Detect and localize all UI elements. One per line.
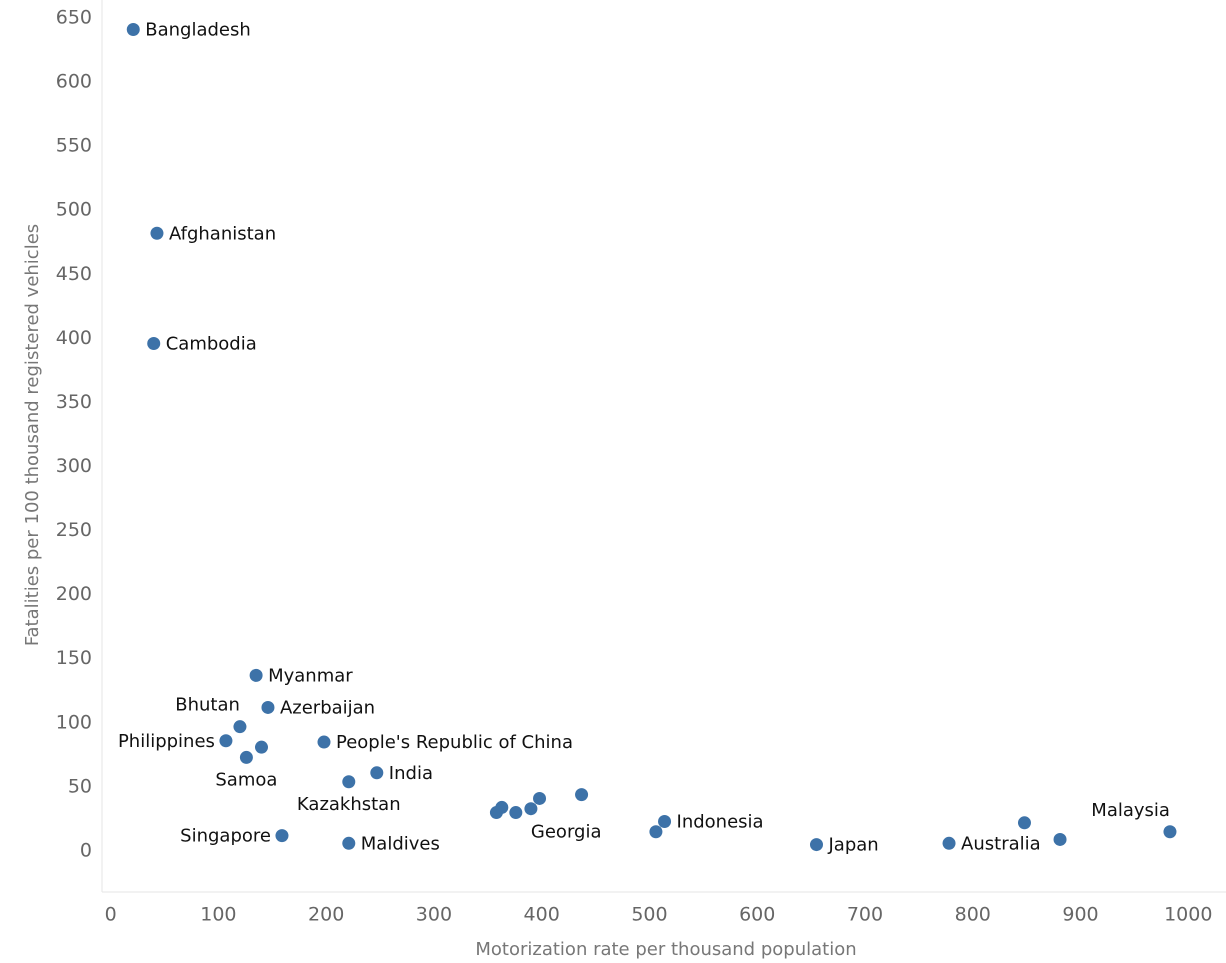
point <box>370 766 384 780</box>
y-tick-label: 300 <box>56 455 92 477</box>
point-label: Bangladesh <box>145 19 251 40</box>
point <box>942 836 956 850</box>
point <box>1017 816 1031 830</box>
point <box>147 336 161 350</box>
y-tick-label: 50 <box>68 775 92 797</box>
x-tick-label: 600 <box>739 904 775 926</box>
point <box>233 720 247 734</box>
x-tick-label: 1000 <box>1164 904 1212 926</box>
point <box>809 838 823 852</box>
point-label: Indonesia <box>677 812 764 833</box>
point <box>495 800 509 814</box>
point <box>1163 825 1177 839</box>
y-axis-title: Fatalities per 100 thousand registered v… <box>22 224 43 646</box>
point <box>649 825 663 839</box>
point-label: India <box>389 763 433 784</box>
y-tick-label: 200 <box>56 583 92 605</box>
y-tick-label: 400 <box>56 327 92 349</box>
x-tick-label: 100 <box>200 904 236 926</box>
y-tick-label: 650 <box>56 6 92 28</box>
point <box>126 22 140 36</box>
point <box>254 740 268 754</box>
x-tick-label: 0 <box>105 904 117 926</box>
y-tick-label: 500 <box>56 199 92 221</box>
point-label: Japan <box>827 835 878 856</box>
point <box>509 806 523 820</box>
point <box>249 668 263 682</box>
x-tick-label: 800 <box>955 904 991 926</box>
point-label: Cambodia <box>166 333 257 354</box>
point-label: Afghanistan <box>169 223 276 244</box>
point <box>342 836 356 850</box>
x-tick-label: 500 <box>631 904 667 926</box>
y-tick-label: 550 <box>56 135 92 157</box>
point <box>239 750 253 764</box>
point-label: Maldives <box>361 833 440 854</box>
y-tick-label: 0 <box>80 839 92 861</box>
y-tick-label: 250 <box>56 519 92 541</box>
y-tick-label: 150 <box>56 647 92 669</box>
x-axis-title: Motorization rate per thousand populatio… <box>475 939 856 960</box>
x-tick-label: 300 <box>416 904 452 926</box>
point <box>533 791 547 805</box>
y-tick-label: 600 <box>56 71 92 93</box>
x-tick-label: 700 <box>847 904 883 926</box>
point-label: Bhutan <box>175 695 240 716</box>
y-tick-label: 100 <box>56 711 92 733</box>
point <box>219 734 233 748</box>
point-label: Azerbaijan <box>280 697 375 718</box>
point <box>524 802 538 816</box>
point <box>317 735 331 749</box>
point-label: People's Republic of China <box>336 732 573 753</box>
point-label: Singapore <box>180 826 271 847</box>
point-label: Malaysia <box>1091 800 1170 821</box>
point <box>342 775 356 789</box>
point-label: Kazakhstan <box>297 794 401 815</box>
point <box>1053 832 1067 846</box>
point <box>658 815 672 829</box>
point-label: Philippines <box>118 731 215 752</box>
point-label: Australia <box>961 833 1041 854</box>
point <box>575 788 589 802</box>
point <box>150 226 164 240</box>
point <box>275 829 289 843</box>
y-tick-label: 450 <box>56 263 92 285</box>
x-tick-label: 400 <box>524 904 560 926</box>
x-tick-label: 900 <box>1062 904 1098 926</box>
point-label: Samoa <box>215 769 277 790</box>
point-label: Myanmar <box>268 665 353 686</box>
point <box>261 700 275 714</box>
y-tick-label: 350 <box>56 391 92 413</box>
x-tick-label: 200 <box>308 904 344 926</box>
point-label: Georgia <box>531 822 602 843</box>
